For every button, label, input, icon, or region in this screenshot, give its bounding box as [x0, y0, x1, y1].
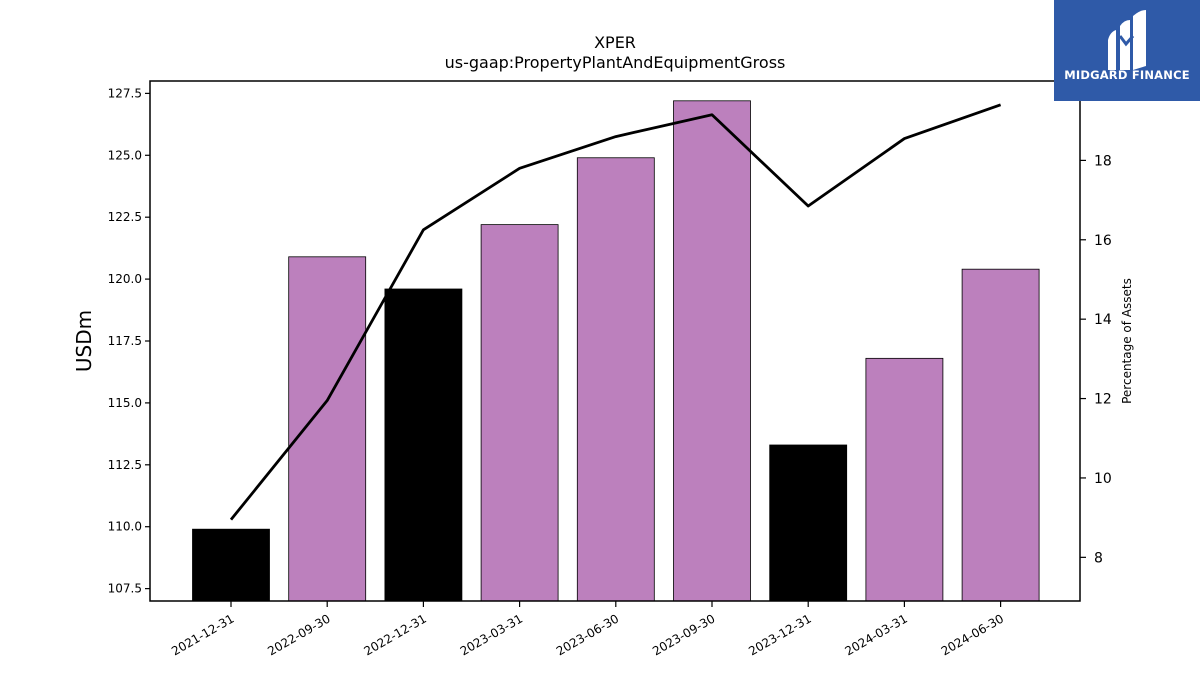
- bar-2023-12-31: [769, 444, 848, 602]
- y2-tick-label: 8: [1094, 550, 1103, 566]
- bar-2023-09-30: [673, 100, 751, 602]
- y2-tick-label: 18: [1094, 153, 1112, 169]
- y2-tick-label: 16: [1094, 233, 1112, 249]
- y-tick-label: 107.5: [108, 582, 142, 596]
- y2-tick-label: 10: [1094, 471, 1112, 487]
- y-tick-label: 122.5: [108, 210, 142, 224]
- bar-2023-03-31: [480, 224, 559, 602]
- x-tick-label: 2023-06-30: [554, 611, 621, 658]
- y-axis-label: USDm: [72, 310, 96, 372]
- y-tick-label: 112.5: [108, 458, 142, 472]
- midgard-finance-logo: MIDGARD FINANCE: [1054, 0, 1200, 101]
- x-tick-label: 2022-12-31: [361, 611, 428, 658]
- line-layer: [229, 103, 1002, 521]
- x-tick-label: 2024-03-31: [842, 611, 909, 658]
- y-tick-label: 110.0: [108, 520, 142, 534]
- midgard-logo-icon: [1108, 10, 1146, 70]
- logo-text: MIDGARD FINANCE: [1064, 68, 1190, 82]
- x-tick-label: 2023-03-31: [458, 611, 525, 658]
- bar-2022-09-30: [288, 256, 367, 602]
- x-tick-label: 2022-09-30: [265, 611, 332, 658]
- y2-tick-label: 14: [1094, 312, 1112, 328]
- y2-axis-label: Percentage of Assets: [1120, 278, 1134, 404]
- y-tick-label: 117.5: [108, 334, 142, 348]
- bar-2024-06-30: [961, 268, 1040, 602]
- bar-2024-03-31: [865, 357, 944, 602]
- y-tick-label: 115.0: [108, 396, 142, 410]
- x-tick-label: 2023-12-31: [746, 611, 813, 658]
- chart-subtitle: us-gaap:PropertyPlantAndEquipmentGross: [445, 53, 786, 72]
- y-tick-label: 127.5: [108, 86, 142, 100]
- bars-layer: [192, 100, 1040, 602]
- x-tick-label: 2021-12-31: [169, 611, 236, 658]
- x-tick-label: 2023-09-30: [650, 611, 717, 658]
- y-tick-label: 120.0: [108, 272, 142, 286]
- y2-tick-label: 12: [1094, 392, 1112, 408]
- x-tick-label: 2024-06-30: [939, 611, 1006, 658]
- bar-2023-06-30: [576, 157, 655, 602]
- bar-2022-12-31: [384, 288, 463, 602]
- bar-2021-12-31: [192, 528, 270, 602]
- y-tick-label: 125.0: [108, 148, 142, 162]
- chart-title: XPER: [594, 33, 636, 52]
